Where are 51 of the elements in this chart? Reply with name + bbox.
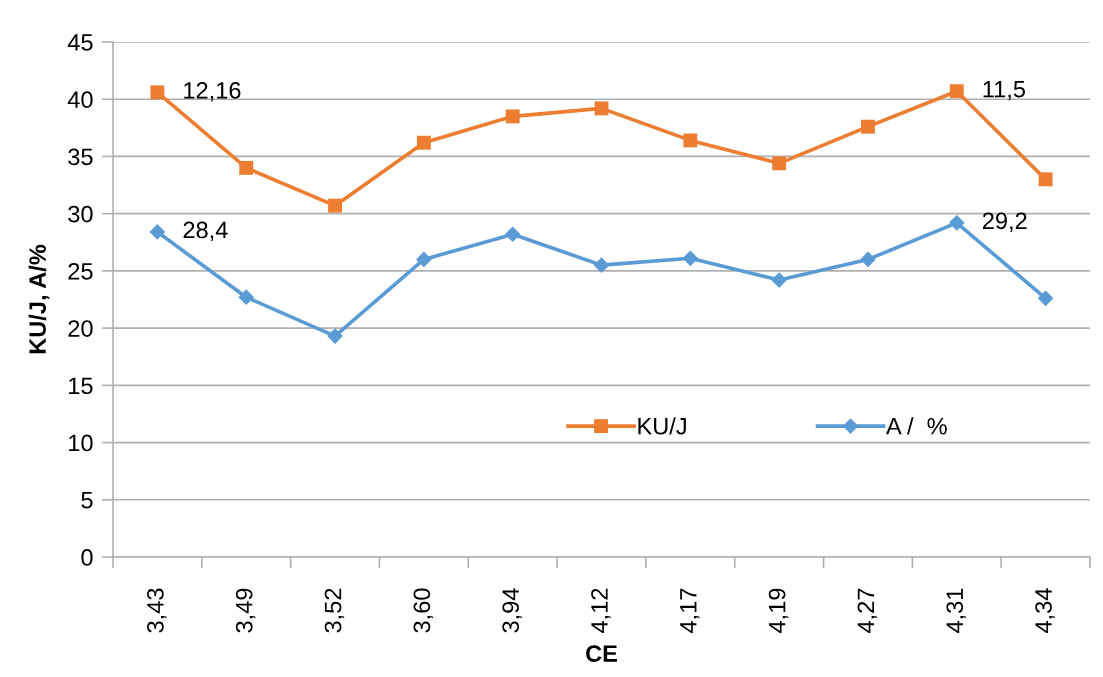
point bbox=[771, 272, 787, 288]
x-tick-label: 4,19 bbox=[768, 588, 789, 633]
point bbox=[860, 251, 876, 268]
legend-label: KU/J bbox=[638, 417, 686, 435]
point bbox=[328, 198, 342, 213]
y-tick-label: 45 bbox=[67, 34, 93, 51]
point bbox=[416, 135, 431, 150]
y-tick-label: 20 bbox=[68, 320, 93, 337]
point bbox=[150, 85, 165, 100]
point bbox=[416, 251, 432, 268]
point bbox=[594, 101, 609, 116]
point bbox=[861, 119, 875, 134]
point bbox=[327, 328, 343, 344]
x-tick-label: 3,52 bbox=[324, 588, 345, 633]
y-axis-title: KU/J, A/% bbox=[28, 244, 50, 354]
y-tick-label: 15 bbox=[69, 377, 93, 395]
point bbox=[948, 214, 965, 231]
y-tick-label: 40 bbox=[67, 91, 93, 109]
x-tick-label: 4,12 bbox=[591, 588, 611, 633]
point bbox=[949, 84, 964, 99]
point bbox=[504, 226, 521, 243]
x-tick-label: 4,27 bbox=[857, 588, 878, 633]
point bbox=[149, 224, 166, 240]
legend-label: A / % bbox=[886, 417, 947, 435]
point bbox=[682, 250, 699, 267]
y-tick-label: 35 bbox=[68, 148, 93, 166]
point bbox=[1038, 172, 1053, 187]
point bbox=[772, 156, 787, 171]
x-tick-label: 3,94 bbox=[502, 588, 522, 633]
y-tick-label: 30 bbox=[68, 205, 93, 223]
point bbox=[238, 289, 255, 306]
annotation: 11,5 bbox=[983, 81, 1025, 101]
annotation: 28,4 bbox=[183, 221, 228, 242]
x-tick-label: 3,43 bbox=[147, 588, 167, 633]
y-tick-label: 10 bbox=[69, 434, 93, 452]
x-tick-label: 4,34 bbox=[1035, 588, 1055, 633]
point bbox=[593, 257, 610, 274]
y-tick-label: 25 bbox=[68, 262, 93, 280]
annotation: 29,2 bbox=[982, 212, 1027, 232]
x-tick-label: 4,31 bbox=[946, 588, 966, 633]
point bbox=[683, 133, 698, 148]
x-tick-label: 3,60 bbox=[413, 588, 433, 633]
annotation: 12,16 bbox=[184, 81, 241, 102]
y-tick-label: 0 bbox=[81, 549, 93, 566]
y-tick-label: 5 bbox=[81, 492, 93, 509]
x-tick-label: 4,17 bbox=[680, 588, 700, 633]
point bbox=[505, 109, 520, 124]
point bbox=[239, 160, 254, 175]
x-tick-label: 3,49 bbox=[235, 588, 256, 633]
x-axis-title: CE bbox=[586, 645, 617, 662]
point bbox=[1037, 290, 1054, 307]
